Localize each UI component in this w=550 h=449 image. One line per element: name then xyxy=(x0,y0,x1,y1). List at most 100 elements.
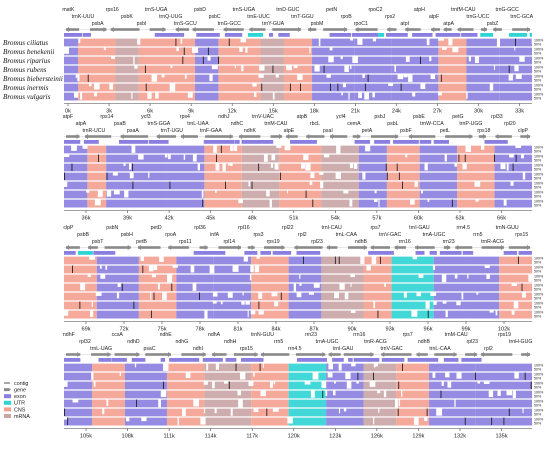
divergence-dip xyxy=(247,310,249,318)
divergence-dip xyxy=(372,92,375,98)
divergence-dip xyxy=(312,372,319,380)
divergence-spike xyxy=(258,301,260,309)
exon-block xyxy=(392,140,419,144)
x-tick-label: 36k xyxy=(81,216,90,222)
gene-label: infA xyxy=(210,232,219,238)
legend-label: mRNA xyxy=(14,414,30,420)
divergence-dip xyxy=(362,74,365,78)
divergence-dip xyxy=(414,181,418,187)
legend-label: gene xyxy=(14,388,26,394)
divergence-dip xyxy=(249,274,252,281)
divergence-dip xyxy=(167,274,173,283)
divergence-dip xyxy=(430,74,436,80)
exon-block xyxy=(386,33,408,37)
exon-block xyxy=(503,251,518,255)
divergence-spike xyxy=(67,417,69,425)
gene-label: psbD xyxy=(194,7,206,13)
gene-label: trnfM-CAU xyxy=(451,7,476,13)
divergence-dip xyxy=(388,83,394,86)
divergence-dip xyxy=(240,38,247,43)
exon-block xyxy=(289,140,317,144)
exon-band xyxy=(106,145,167,208)
exon-band xyxy=(466,256,500,319)
divergence-dip xyxy=(177,417,179,426)
divergence-dip xyxy=(397,74,404,80)
gene-label: rpoA xyxy=(165,232,176,238)
divergence-dip xyxy=(248,181,251,187)
gene-label: rps16 xyxy=(106,7,119,13)
divergence-dip xyxy=(310,390,315,398)
exon-block xyxy=(272,251,292,255)
exon-block xyxy=(234,140,240,144)
divergence-dip xyxy=(233,145,238,152)
mrna-legend-swatch xyxy=(4,414,11,418)
percent-label: 100% xyxy=(534,301,544,305)
divergence-dip xyxy=(335,172,342,179)
x-tick-label: 24k xyxy=(392,109,401,115)
gene-arrow-head xyxy=(328,351,332,358)
divergence-dip xyxy=(239,47,243,52)
exon-block xyxy=(154,33,185,37)
divergence-dip xyxy=(223,381,228,384)
cns-band xyxy=(138,256,177,319)
divergence-dip xyxy=(89,256,96,260)
divergence-dip xyxy=(106,190,112,197)
gene-arrow xyxy=(434,353,457,356)
gene-arrow xyxy=(218,246,242,249)
divergence-dip xyxy=(447,381,452,388)
exon-block xyxy=(240,358,264,362)
divergence-spike xyxy=(377,310,379,318)
gene-label: psbF xyxy=(400,128,412,134)
divergence-dip xyxy=(215,163,220,171)
divergence-dip xyxy=(77,74,80,82)
x-tick-label: 111k xyxy=(163,434,175,440)
divergence-dip xyxy=(207,56,211,61)
divergence-spike xyxy=(142,265,144,273)
gene-label: psbM xyxy=(311,21,324,27)
percent-label: 50% xyxy=(534,168,542,172)
x-tick-label: 42k xyxy=(165,216,174,222)
divergence-dip xyxy=(350,283,352,287)
percent-label: 100% xyxy=(534,408,544,412)
divergence-dip xyxy=(134,65,138,69)
gene-label: ndhG xyxy=(175,339,188,345)
percent-label: 100% xyxy=(534,65,544,69)
gene-arrow xyxy=(443,28,452,31)
gene-arrow-head xyxy=(357,133,361,140)
gene-label: trnG-UCC xyxy=(466,14,489,20)
divergence-dip xyxy=(86,190,90,193)
divergence-spike xyxy=(420,56,421,64)
species-label: Bromus inermis xyxy=(3,84,49,92)
exon-block xyxy=(484,140,508,144)
divergence-dip xyxy=(344,65,349,72)
divergence-dip xyxy=(483,381,490,385)
gene-arrow xyxy=(370,246,390,249)
gene-arrow-head xyxy=(162,26,166,33)
divergence-spike xyxy=(64,408,65,416)
gene-label: trnV-GAC xyxy=(380,346,402,352)
divergence-dip xyxy=(169,83,176,92)
divergence-dip xyxy=(412,92,416,97)
percent-label: 100% xyxy=(534,417,544,421)
x-tick-label: 45k xyxy=(206,216,215,222)
divergence-spike xyxy=(279,172,281,180)
cns-band xyxy=(457,145,495,208)
gene-arrow xyxy=(66,135,80,138)
gene-arrow xyxy=(85,135,112,138)
x-tick-label: 108k xyxy=(121,434,133,440)
divergence-dip xyxy=(91,372,94,380)
divergence-dip xyxy=(213,145,217,153)
gene-label: ndhJ xyxy=(218,114,230,120)
species-label: Bromus rubens xyxy=(3,66,47,74)
percent-label: 50% xyxy=(534,315,542,319)
divergence-dip xyxy=(250,265,254,273)
divergence-spike xyxy=(302,256,304,264)
gene-arrow-head xyxy=(279,133,283,140)
divergence-dip xyxy=(131,145,136,153)
divergence-spike xyxy=(235,363,237,371)
exon-block xyxy=(64,251,76,255)
x-tick-label: 78k xyxy=(195,327,204,333)
x-tick-label: 0k xyxy=(65,109,71,115)
gene-arrow xyxy=(66,353,81,356)
divergence-dip xyxy=(452,47,459,53)
